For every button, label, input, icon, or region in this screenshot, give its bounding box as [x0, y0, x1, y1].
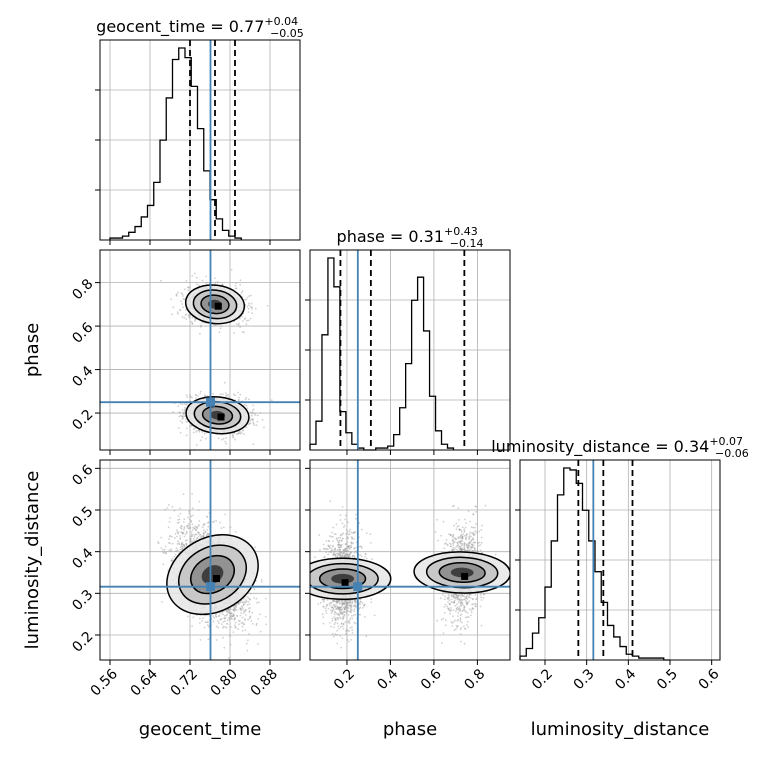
contour-line [413, 551, 510, 594]
x-tick-label-luminosity_distance: 0.6 [696, 666, 723, 693]
density-peak [341, 579, 349, 587]
contour-line [185, 396, 250, 435]
y-tick-label-luminosity_distance: 0.4 [69, 545, 96, 572]
truth-marker [206, 582, 215, 592]
x-tick-label-geocent_time: 0.72 [168, 666, 201, 699]
contour-line [438, 561, 486, 584]
y-tick-label-luminosity_distance: 0.2 [69, 629, 96, 656]
density-layer [160, 268, 273, 450]
histogram-geocent_time [109, 47, 242, 240]
x-tick-label-geocent_time: 0.88 [248, 666, 281, 699]
contour-line [192, 289, 238, 320]
x-tick-label-geocent_time: 0.80 [208, 666, 241, 699]
panel-frame [309, 249, 511, 451]
y-tick-label-luminosity_distance: 0.3 [69, 587, 96, 614]
tick-labels: 0.56 0.64 0.72 0.80 0.88 0.2 0.4 0.6 0.8 0.2 0.3 0.… [69, 276, 722, 699]
panel-frame [519, 459, 721, 661]
truth-marker [353, 582, 363, 592]
contour-line [201, 405, 234, 425]
y-axis-label-luminosity_distance: luminosity_distance [22, 471, 43, 650]
y-tick-label-phase: 0.8 [69, 276, 96, 303]
histogram-phase [309, 257, 455, 451]
y-tick-label-phase: 0.4 [69, 363, 96, 390]
panel-frame [309, 459, 511, 661]
x-tick-label-geocent_time: 0.56 [88, 666, 121, 699]
x-tick-label-phase: 0.4 [374, 666, 401, 693]
x-tick-label-luminosity_distance: 0.2 [529, 666, 556, 693]
y-axis-label-phase: phase [22, 323, 43, 377]
x-axis-label-phase: phase [383, 719, 437, 740]
joint-panel-phase-vs-geocent_time [95, 249, 301, 455]
axis-labels: geocent_time phase luminosity_distancephas… [22, 323, 709, 740]
contour-line [184, 284, 246, 325]
density-peak [461, 572, 469, 580]
title-phase: phase = 0.31+0.43 −0.14 [337, 225, 484, 250]
density-layer [157, 492, 268, 659]
contour-line [310, 562, 379, 595]
y-tick-label-luminosity_distance: 0.6 [69, 462, 96, 489]
x-tick-label-luminosity_distance: 0.3 [571, 666, 598, 693]
hist-panel-geocent_time [95, 39, 301, 245]
contour-line [178, 544, 247, 605]
panel-frame [99, 459, 301, 661]
contour-line [310, 557, 392, 601]
x-tick-label-luminosity_distance: 0.5 [654, 666, 681, 693]
hist-panel-luminosity_distance [515, 459, 721, 665]
x-tick-label-geocent_time: 0.64 [128, 666, 161, 699]
density-peak [217, 413, 225, 421]
x-tick-label-phase: 0.8 [461, 666, 488, 693]
y-tick-label-luminosity_distance: 0.5 [69, 504, 96, 531]
panel-titles: geocent_time = 0.77+0.04 −0.05 phase = 0.3… [96, 15, 749, 460]
title-geocent_time: geocent_time = 0.77+0.04 −0.05 [96, 15, 304, 40]
x-tick-label-luminosity_distance: 0.4 [612, 666, 639, 693]
contour-line [318, 568, 367, 590]
x-tick-label-phase: 0.6 [418, 666, 445, 693]
hist-panel-phase [305, 249, 511, 455]
contour-line [166, 534, 259, 616]
histogram-luminosity_distance [519, 467, 670, 661]
density-layer [310, 500, 510, 649]
joint-panel-luminosity_distance-vs-geocent_time [95, 459, 301, 665]
x-axis-label-luminosity_distance: luminosity_distance [531, 719, 710, 740]
joint-panel-luminosity_distance-vs-phase [305, 459, 511, 665]
panel-frame [99, 39, 301, 241]
density-peak [213, 575, 220, 583]
title-luminosity_distance: luminosity_distance = 0.34+0.07 −0.06 [491, 435, 749, 460]
panel-frame [99, 249, 301, 451]
density-peak [214, 302, 222, 310]
truth-marker [206, 397, 215, 407]
y-tick-label-phase: 0.6 [69, 320, 96, 347]
x-axis-label-geocent_time: geocent_time [139, 719, 262, 740]
contour-line [425, 556, 499, 589]
x-tick-label-phase: 0.2 [331, 666, 358, 693]
y-tick-label-phase: 0.2 [69, 407, 96, 434]
contour-line [200, 294, 230, 315]
